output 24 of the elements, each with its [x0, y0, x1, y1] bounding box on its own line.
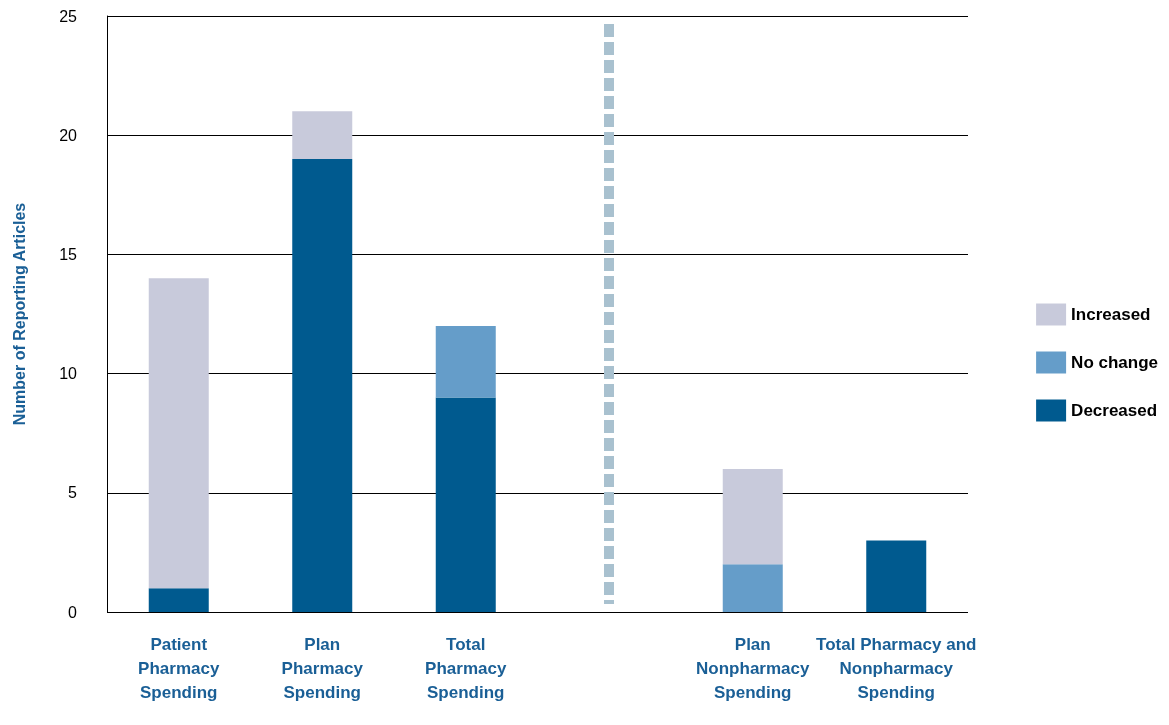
legend-label: Decreased [1071, 401, 1158, 420]
x-tick-label: Patient Pharmacy Spending [138, 634, 220, 702]
bar [722, 564, 783, 612]
y-tick-label: 20 [59, 126, 78, 144]
bar [292, 159, 353, 612]
y-tick-label: 10 [59, 365, 78, 383]
legend-label: Increased [1071, 305, 1151, 324]
x-tick-label: Total Pharmacy Spending [425, 634, 507, 702]
bar [866, 540, 927, 612]
bar [722, 468, 783, 565]
bar [148, 278, 209, 589]
x-tick-label: Plan Pharmacy Spending [281, 634, 364, 702]
legend-label: No change [1071, 353, 1159, 372]
y-axis-title: Number of Reporting Articles [10, 202, 28, 426]
y-tick-label: 5 [68, 484, 78, 502]
y-tick-label: 0 [68, 603, 78, 621]
bar [435, 397, 496, 612]
bar [148, 588, 209, 612]
bar [292, 111, 353, 160]
y-tick-label: 15 [59, 245, 78, 263]
y-tick-label: 25 [59, 7, 78, 25]
x-tick-label: Plan Nonpharmacy Spending [696, 634, 810, 702]
x-tick-label: Total Pharmacy and Nonpharmacy Spending [816, 634, 977, 702]
bar [435, 325, 496, 398]
